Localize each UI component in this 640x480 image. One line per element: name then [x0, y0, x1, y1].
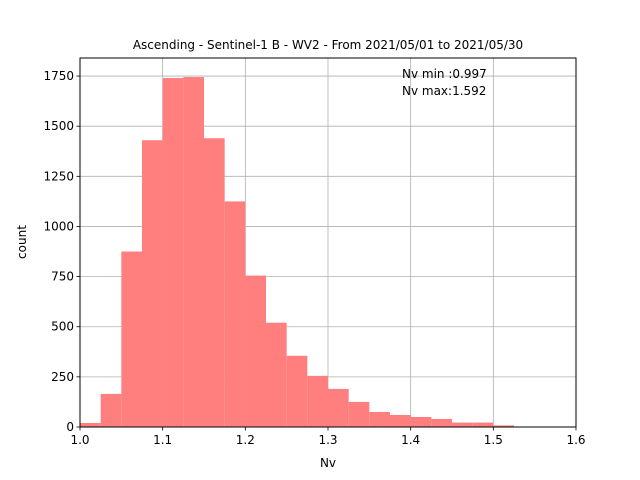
y-tick-label: 1500: [43, 119, 74, 133]
histogram-bar: [80, 422, 101, 427]
histogram-bar: [224, 201, 246, 427]
x-tick-label: 1.5: [484, 433, 503, 447]
x-tick-label: 1.1: [153, 433, 172, 447]
histogram-bar: [452, 422, 473, 427]
histogram-bar: [266, 322, 287, 427]
y-tick-label: 1750: [43, 69, 74, 83]
histogram-bar: [431, 418, 452, 427]
nv-min-annotation: Nv min :0.997: [402, 67, 487, 81]
histogram-bar: [100, 393, 122, 427]
histogram-bar: [286, 355, 308, 427]
histogram-bar: [307, 375, 328, 427]
x-tick-label: 1.6: [566, 433, 585, 447]
x-tick-label: 1.2: [236, 433, 255, 447]
y-tick-label: 0: [66, 420, 74, 434]
histogram-bar: [121, 251, 142, 427]
histogram-bar: [142, 140, 163, 427]
y-tick-label: 1250: [43, 169, 74, 183]
histogram-bar: [410, 416, 432, 427]
axis-ticks: 1.0 1.1 1.2 1.3 1.4 1.5 1.6 0 250 500 750 1000 1250 1…: [43, 69, 585, 447]
y-tick-label: 750: [51, 270, 74, 284]
histogram-bar: [493, 425, 514, 427]
histogram-bar: [390, 414, 411, 427]
y-tick-label: 250: [51, 370, 74, 384]
x-axis-label: Nv: [320, 456, 336, 470]
x-tick-label: 1.0: [70, 433, 89, 447]
nv-max-annotation: Nv max:1.592: [402, 84, 486, 98]
histogram-bar: [183, 77, 204, 427]
x-tick-label: 1.3: [318, 433, 337, 447]
histogram-bar: [204, 138, 225, 427]
histogram-bar: [162, 78, 184, 427]
histogram-bar: [472, 422, 494, 427]
histogram-bar: [328, 388, 349, 427]
histogram-bars: [80, 77, 514, 427]
y-axis-label: count: [15, 225, 29, 259]
x-tick-label: 1.4: [401, 433, 420, 447]
histogram-bar: [369, 411, 390, 427]
chart-title: Ascending - Sentinel-1 B - WV2 - From 20…: [133, 38, 523, 52]
y-tick-label: 500: [51, 320, 74, 334]
histogram-bar: [245, 275, 266, 427]
y-tick-label: 1000: [43, 219, 74, 233]
histogram-bar: [348, 401, 370, 427]
